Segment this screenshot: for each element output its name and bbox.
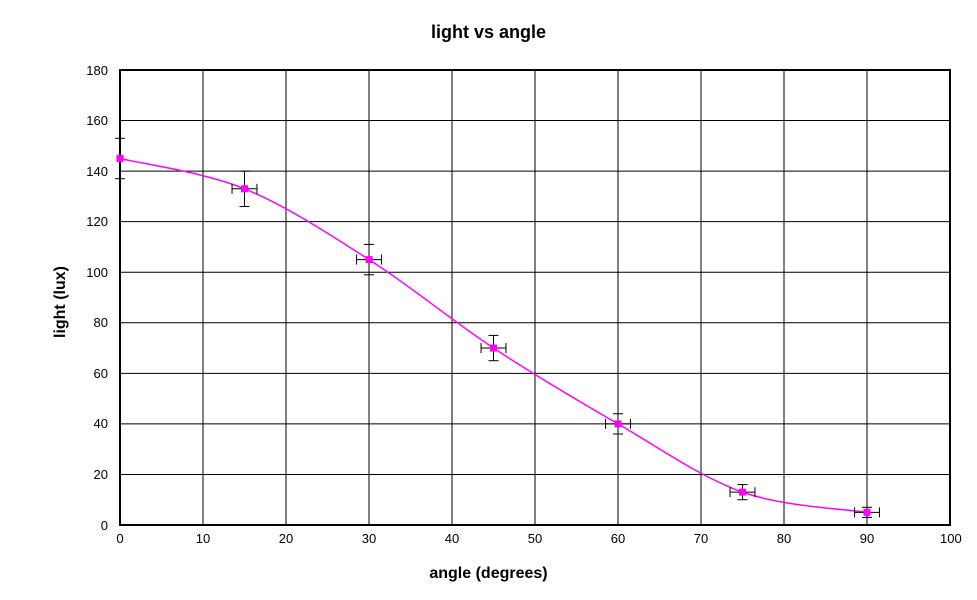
y-tick-label: 20 <box>94 467 108 482</box>
x-tick-label: 0 <box>110 531 130 546</box>
y-tick-label: 120 <box>86 214 108 229</box>
data-marker <box>366 256 373 263</box>
x-tick-label: 10 <box>193 531 213 546</box>
chart-plot <box>0 0 977 600</box>
x-tick-label: 70 <box>691 531 711 546</box>
x-tick-label: 60 <box>608 531 628 546</box>
x-tick-label: 50 <box>525 531 545 546</box>
x-tick-label: 20 <box>276 531 296 546</box>
x-tick-label: 40 <box>442 531 462 546</box>
x-tick-label: 80 <box>774 531 794 546</box>
y-tick-label: 180 <box>86 63 108 78</box>
y-tick-label: 160 <box>86 113 108 128</box>
x-tick-label: 30 <box>359 531 379 546</box>
y-tick-label: 100 <box>86 265 108 280</box>
y-tick-label: 40 <box>94 416 108 431</box>
y-tick-label: 140 <box>86 164 108 179</box>
data-marker <box>615 420 622 427</box>
data-marker <box>241 185 248 192</box>
x-tick-label: 100 <box>940 531 960 546</box>
y-tick-label: 80 <box>94 315 108 330</box>
y-tick-label: 60 <box>94 366 108 381</box>
data-marker <box>739 489 746 496</box>
x-tick-label: 90 <box>857 531 877 546</box>
y-tick-label: 0 <box>101 518 108 533</box>
data-marker <box>117 155 124 162</box>
data-marker <box>490 345 497 352</box>
data-marker <box>864 509 871 516</box>
chart-container: light vs angle light (lux) angle (degree… <box>0 0 977 600</box>
